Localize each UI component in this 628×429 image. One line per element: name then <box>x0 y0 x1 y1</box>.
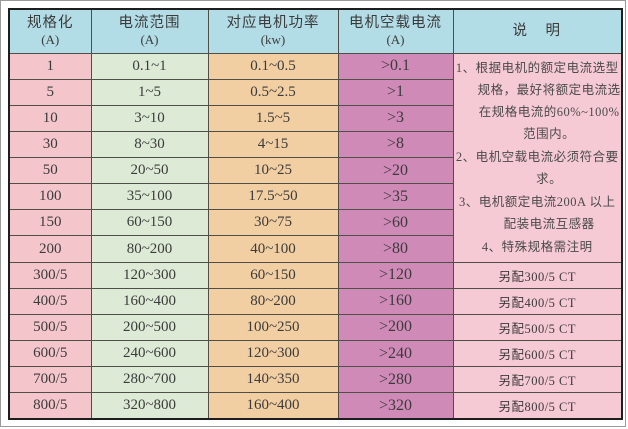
table-row: 200 80~200 40~100 >80 <box>8 235 622 263</box>
col-header-spec: 规格化 (A) <box>8 8 92 54</box>
col-header-motor-power-title: 对应电机功率 <box>226 15 320 32</box>
col-header-spec-unit: (A) <box>41 32 60 48</box>
motor-power-cell: 100~250 <box>207 313 339 342</box>
motor-power-cell: 4~15 <box>207 130 339 159</box>
ct-note-cell: 另配400/5 CT <box>452 287 623 315</box>
col-header-notes-title: 说 明 <box>512 23 562 40</box>
ct-note-cell: 另配600/5 CT <box>452 340 623 368</box>
spec-cell: 700/5 <box>8 366 92 394</box>
table-row: 600/5 240~600 120~300 >240 另配600/5 CT <box>8 340 623 368</box>
spec-cell: 800/5 <box>8 392 92 420</box>
table-row: 700/5 280~700 140~350 >280 另配700/5 CT <box>8 366 623 394</box>
no-load-current-cell: >1 <box>337 78 454 106</box>
table-row: 10 3~10 1.5~5 >3 <box>8 104 622 132</box>
col-header-current-range: 电流范围 (A) <box>90 8 209 54</box>
ct-note-cell: 另配700/5 CT <box>452 366 623 394</box>
table-row: 5 1~5 0.5~2.5 >1 <box>8 78 622 106</box>
no-load-current-cell: >240 <box>337 340 454 368</box>
no-load-current-cell: >3 <box>337 104 454 132</box>
table-row: 300/5 120~300 60~150 >120 另配300/5 CT <box>8 261 623 289</box>
motor-power-cell: 160~400 <box>207 392 339 420</box>
motor-power-cell: 140~350 <box>207 366 339 394</box>
col-header-motor-power: 对应电机功率 (kw) <box>207 8 339 54</box>
motor-power-cell: 80~200 <box>207 287 339 315</box>
spec-cell: 600/5 <box>8 340 92 368</box>
ct-note-cell: 另配500/5 CT <box>452 313 623 342</box>
spec-cell: 1 <box>8 52 92 80</box>
spec-cell: 30 <box>8 130 92 159</box>
no-load-current-cell: >200 <box>337 313 454 342</box>
motor-power-cell: 120~300 <box>207 340 339 368</box>
motor-power-cell: 30~75 <box>207 209 339 237</box>
table-row: 500/5 200~500 100~250 >200 另配500/5 CT <box>8 313 623 342</box>
table-row: 800/5 320~800 160~400 >320 另配800/5 CT <box>8 392 623 420</box>
col-header-no-load-current-title: 电机空载电流 <box>349 15 442 32</box>
motor-power-cell: 40~100 <box>207 235 339 263</box>
spec-cell: 50 <box>8 157 92 185</box>
col-header-spec-title: 规格化 <box>27 15 74 32</box>
motor-power-cell: 10~25 <box>207 157 339 185</box>
col-header-current-range-unit: (A) <box>140 32 159 48</box>
no-load-current-cell: >80 <box>337 235 454 263</box>
current-range-cell: 240~600 <box>90 340 209 368</box>
ct-note-cell: 另配300/5 CT <box>452 261 623 289</box>
current-range-cell: 20~50 <box>90 157 209 185</box>
spec-cell: 200 <box>8 235 92 263</box>
current-range-cell: 120~300 <box>90 261 209 289</box>
motor-power-cell: 17.5~50 <box>207 183 339 211</box>
no-load-current-cell: >20 <box>337 157 454 185</box>
notes-cell: 1、根据电机的额定电流选型规格，最好将额定电流选在规格电流的60%~100% 范… <box>452 52 623 263</box>
no-load-current-cell: >8 <box>337 130 454 159</box>
col-header-no-load-current: 电机空载电流 (A) <box>337 8 454 54</box>
current-range-cell: 8~30 <box>90 130 209 159</box>
current-range-cell: 0.1~1 <box>90 52 209 80</box>
col-header-notes: 说 明 <box>452 8 623 54</box>
spec-cell: 500/5 <box>8 313 92 342</box>
table-row: 1 0.1~1 0.1~0.5 >0.1 1、根据电机的额定电流选型规格，最好将… <box>8 52 623 263</box>
current-range-cell: 3~10 <box>90 104 209 132</box>
no-load-current-cell: >60 <box>337 209 454 237</box>
no-load-current-cell: >35 <box>337 183 454 211</box>
note-item: 1、根据电机的额定电流选型规格，最好将额定电流选在规格电流的60%~100% 范… <box>455 60 621 141</box>
current-range-cell: 320~800 <box>90 392 209 420</box>
no-load-current-cell: >280 <box>337 366 454 394</box>
table-row: 50 20~50 10~25 >20 <box>8 157 622 185</box>
col-header-current-range-title: 电流范围 <box>118 15 181 32</box>
spec-cell: 300/5 <box>8 261 92 289</box>
note-item: 2、电机空载电流必须符合要求。 <box>455 149 619 186</box>
current-range-cell: 80~200 <box>90 235 209 263</box>
note-item: 4、特殊规格需注明 <box>481 239 593 254</box>
motor-power-cell: 0.5~2.5 <box>207 78 339 106</box>
ct-note-cell: 另配800/5 CT <box>452 392 623 420</box>
motor-spec-table: 规格化 (A) 电流范围 (A) 对应电机功率 (kw) 电机空载电流 (A) … <box>8 8 623 420</box>
spec-cell: 10 <box>8 104 92 132</box>
no-load-current-cell: >160 <box>337 287 454 315</box>
spec-cell: 150 <box>8 209 92 237</box>
spec-cell: 400/5 <box>8 287 92 315</box>
spec-cell: 100 <box>8 183 92 211</box>
motor-power-cell: 60~150 <box>207 261 339 289</box>
current-range-cell: 60~150 <box>90 209 209 237</box>
current-range-cell: 35~100 <box>90 183 209 211</box>
current-range-cell: 280~700 <box>90 366 209 394</box>
table-row: 400/5 160~400 80~200 >160 另配400/5 CT <box>8 287 623 315</box>
motor-power-cell: 0.1~0.5 <box>207 52 339 80</box>
table-row: 150 60~150 30~75 >60 <box>8 209 622 237</box>
no-load-current-cell: >0.1 <box>337 52 454 80</box>
current-range-cell: 200~500 <box>90 313 209 342</box>
table-row: 30 8~30 4~15 >8 <box>8 130 622 159</box>
no-load-current-cell: >320 <box>337 392 454 420</box>
spec-cell: 5 <box>8 78 92 106</box>
no-load-current-cell: >120 <box>337 261 454 289</box>
current-range-cell: 160~400 <box>90 287 209 315</box>
motor-power-cell: 1.5~5 <box>207 104 339 132</box>
current-range-cell: 1~5 <box>90 78 209 106</box>
col-header-motor-power-unit: (kw) <box>260 32 286 48</box>
note-item: 3、电机额定电流200A 以上配装电流互感器 <box>459 194 616 231</box>
header-row: 规格化 (A) 电流范围 (A) 对应电机功率 (kw) 电机空载电流 (A) … <box>8 8 623 54</box>
col-header-no-load-current-unit: (A) <box>386 32 405 48</box>
table-row: 100 35~100 17.5~50 >35 <box>8 183 622 211</box>
